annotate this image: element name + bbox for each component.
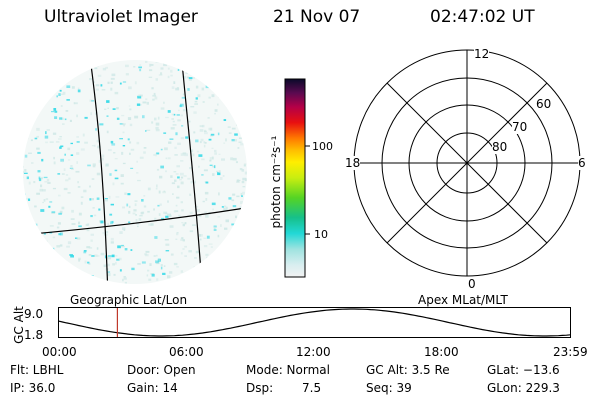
- date-label: 21 Nov 07: [273, 7, 361, 27]
- status-glat: GLat: −13.6: [487, 363, 560, 377]
- altitude-timeline: [58, 307, 571, 338]
- timeline-x-tick-0000: 00:00: [42, 345, 77, 359]
- longitude-line-1: [89, 60, 109, 284]
- colorbar-tick-100: 100: [312, 140, 333, 153]
- polar-label-0: 0: [468, 277, 476, 291]
- timeline-y-tick-low: 1.8: [24, 328, 44, 342]
- geographic-caption: Geographic Lat/Lon: [70, 293, 188, 307]
- polar-label-18: 18: [345, 156, 361, 170]
- status-flt: Flt: LBHL: [10, 363, 64, 377]
- polar-grid: [353, 49, 581, 277]
- timeline-x-tick-1200: 12:00: [296, 345, 331, 359]
- status-ip: IP: 36.0: [10, 381, 56, 395]
- status-gain: Gain: 14: [127, 381, 178, 395]
- colorbar-tick-10: 10: [314, 228, 328, 241]
- timeline-x-tick-0600: 06:00: [169, 345, 204, 359]
- longitude-line-2: [181, 61, 203, 284]
- timeline-x-tick-1800: 18:00: [424, 345, 459, 359]
- status-glon: GLon: 229.3: [487, 381, 560, 395]
- apex-caption: Apex MLat/MLT: [418, 293, 508, 307]
- imager-disk: [23, 60, 247, 284]
- colorbar-unit-label: photon cm⁻²s⁻¹: [269, 135, 283, 229]
- app-title: Ultraviolet Imager: [44, 7, 198, 27]
- polar-lat-60: 60: [536, 97, 552, 111]
- status-seq: Seq: 39: [366, 381, 412, 395]
- colorbar: [284, 78, 310, 278]
- time-label: 02:47:02 UT: [430, 7, 535, 27]
- polar-lat-80: 80: [492, 140, 508, 154]
- polar-label-6: 6: [578, 156, 586, 170]
- status-door: Door: Open: [127, 363, 196, 377]
- status-mode: Mode: Normal: [246, 363, 330, 377]
- status-gc-alt: GC Alt: 3.5 Re: [366, 363, 450, 377]
- polar-label-12: 12: [474, 47, 490, 61]
- status-dsp-label: Dsp:: [246, 381, 274, 395]
- latitude-line: [23, 206, 247, 236]
- timeline-y-tick-high: 9.0: [24, 307, 44, 321]
- polar-lat-70: 70: [512, 120, 528, 134]
- timeline-x-tick-2359: 23:59: [553, 345, 588, 359]
- status-dsp-value: 7.5: [302, 381, 322, 395]
